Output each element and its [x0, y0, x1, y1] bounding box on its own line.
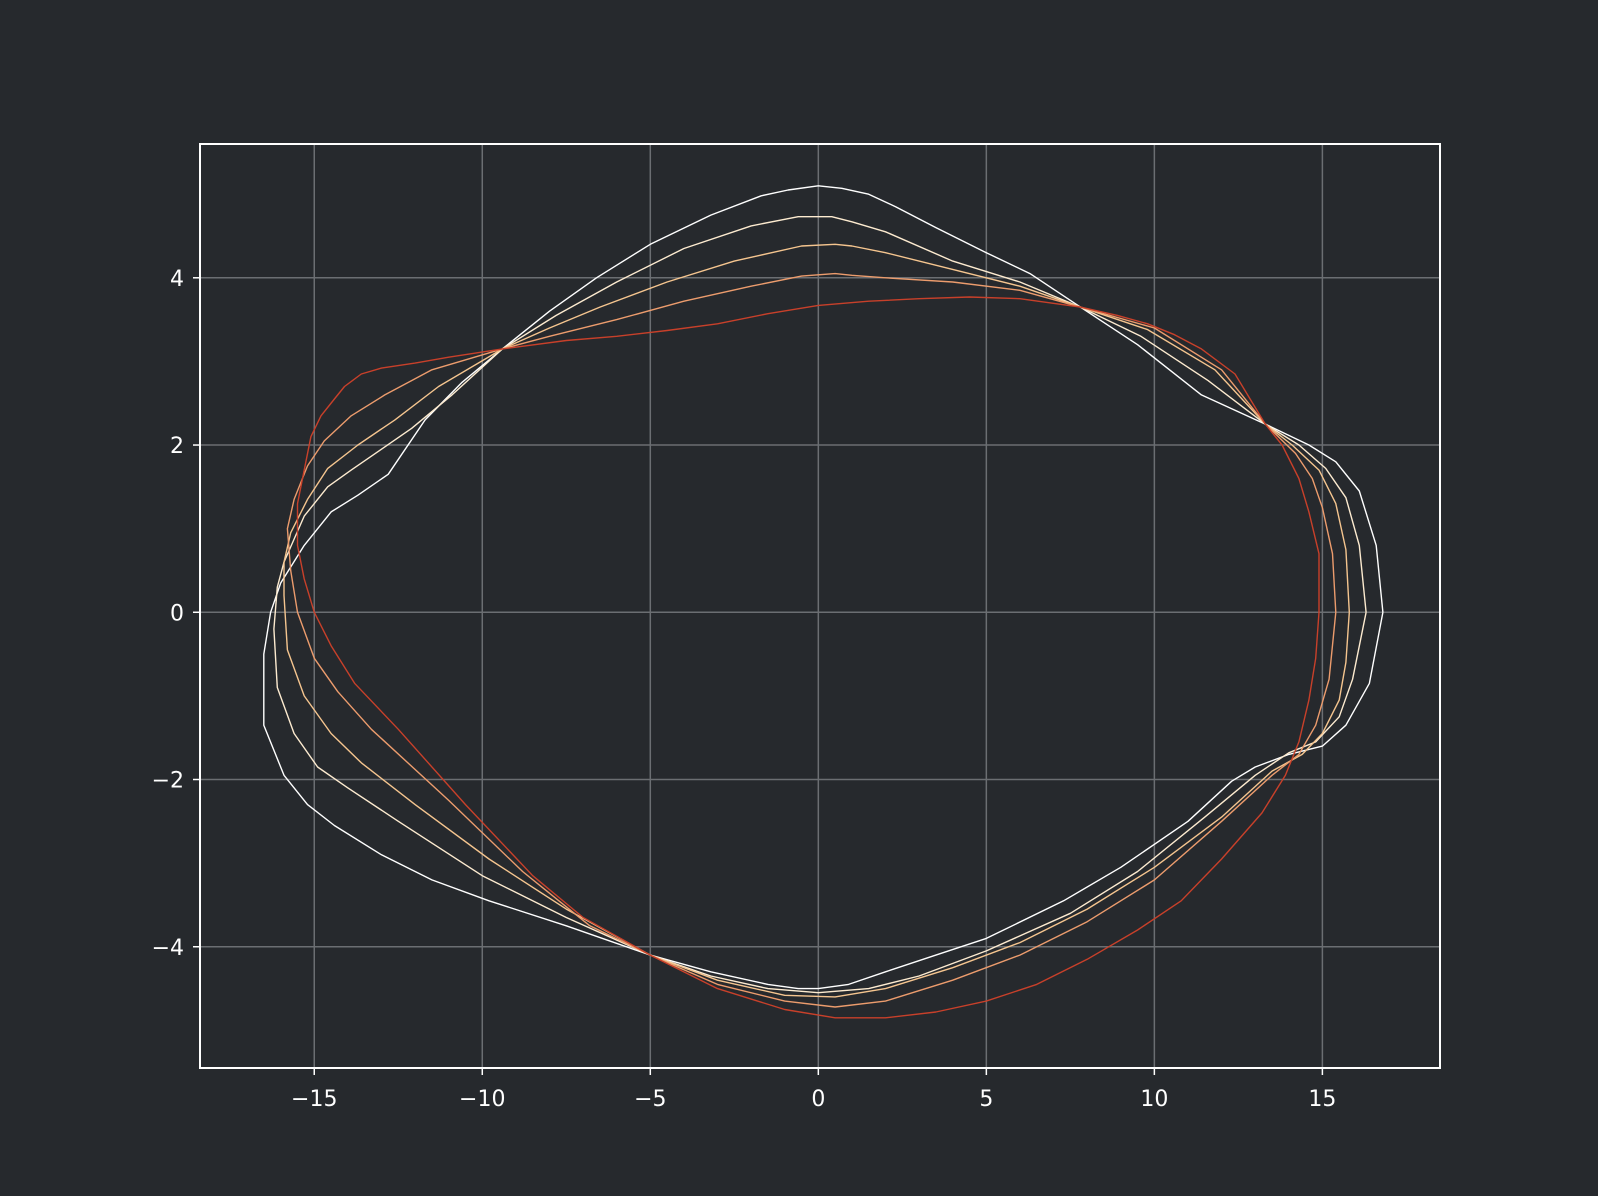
- x-tick-label: −5: [634, 1087, 666, 1112]
- y-tick-label: 2: [170, 434, 184, 459]
- series-line-5: [296, 296, 1320, 1019]
- x-tick-label: 15: [1308, 1087, 1336, 1112]
- series-line-4: [286, 272, 1337, 1008]
- x-tick-label: −15: [291, 1087, 337, 1112]
- series-lines: [263, 185, 1384, 1019]
- x-tick-label: 10: [1140, 1087, 1168, 1112]
- y-tick-label: −2: [152, 769, 184, 794]
- series-line-2: [273, 215, 1367, 994]
- grid-lines: [200, 144, 1440, 1068]
- axes-frame: [199, 143, 1441, 1069]
- y-tick-label: 4: [170, 267, 184, 292]
- x-tick-label: 0: [811, 1087, 825, 1112]
- series-line-1: [263, 185, 1384, 990]
- y-tick-label: 0: [170, 601, 184, 626]
- y-axis-ticks: −4 −2 0 2 4: [152, 267, 200, 961]
- x-axis-ticks: −15 −10 −5 0 5 10 15: [291, 1068, 1336, 1112]
- x-tick-label: 5: [979, 1087, 993, 1112]
- y-tick-label: −4: [152, 936, 184, 961]
- x-tick-label: −10: [459, 1087, 505, 1112]
- series-line-3: [283, 243, 1350, 998]
